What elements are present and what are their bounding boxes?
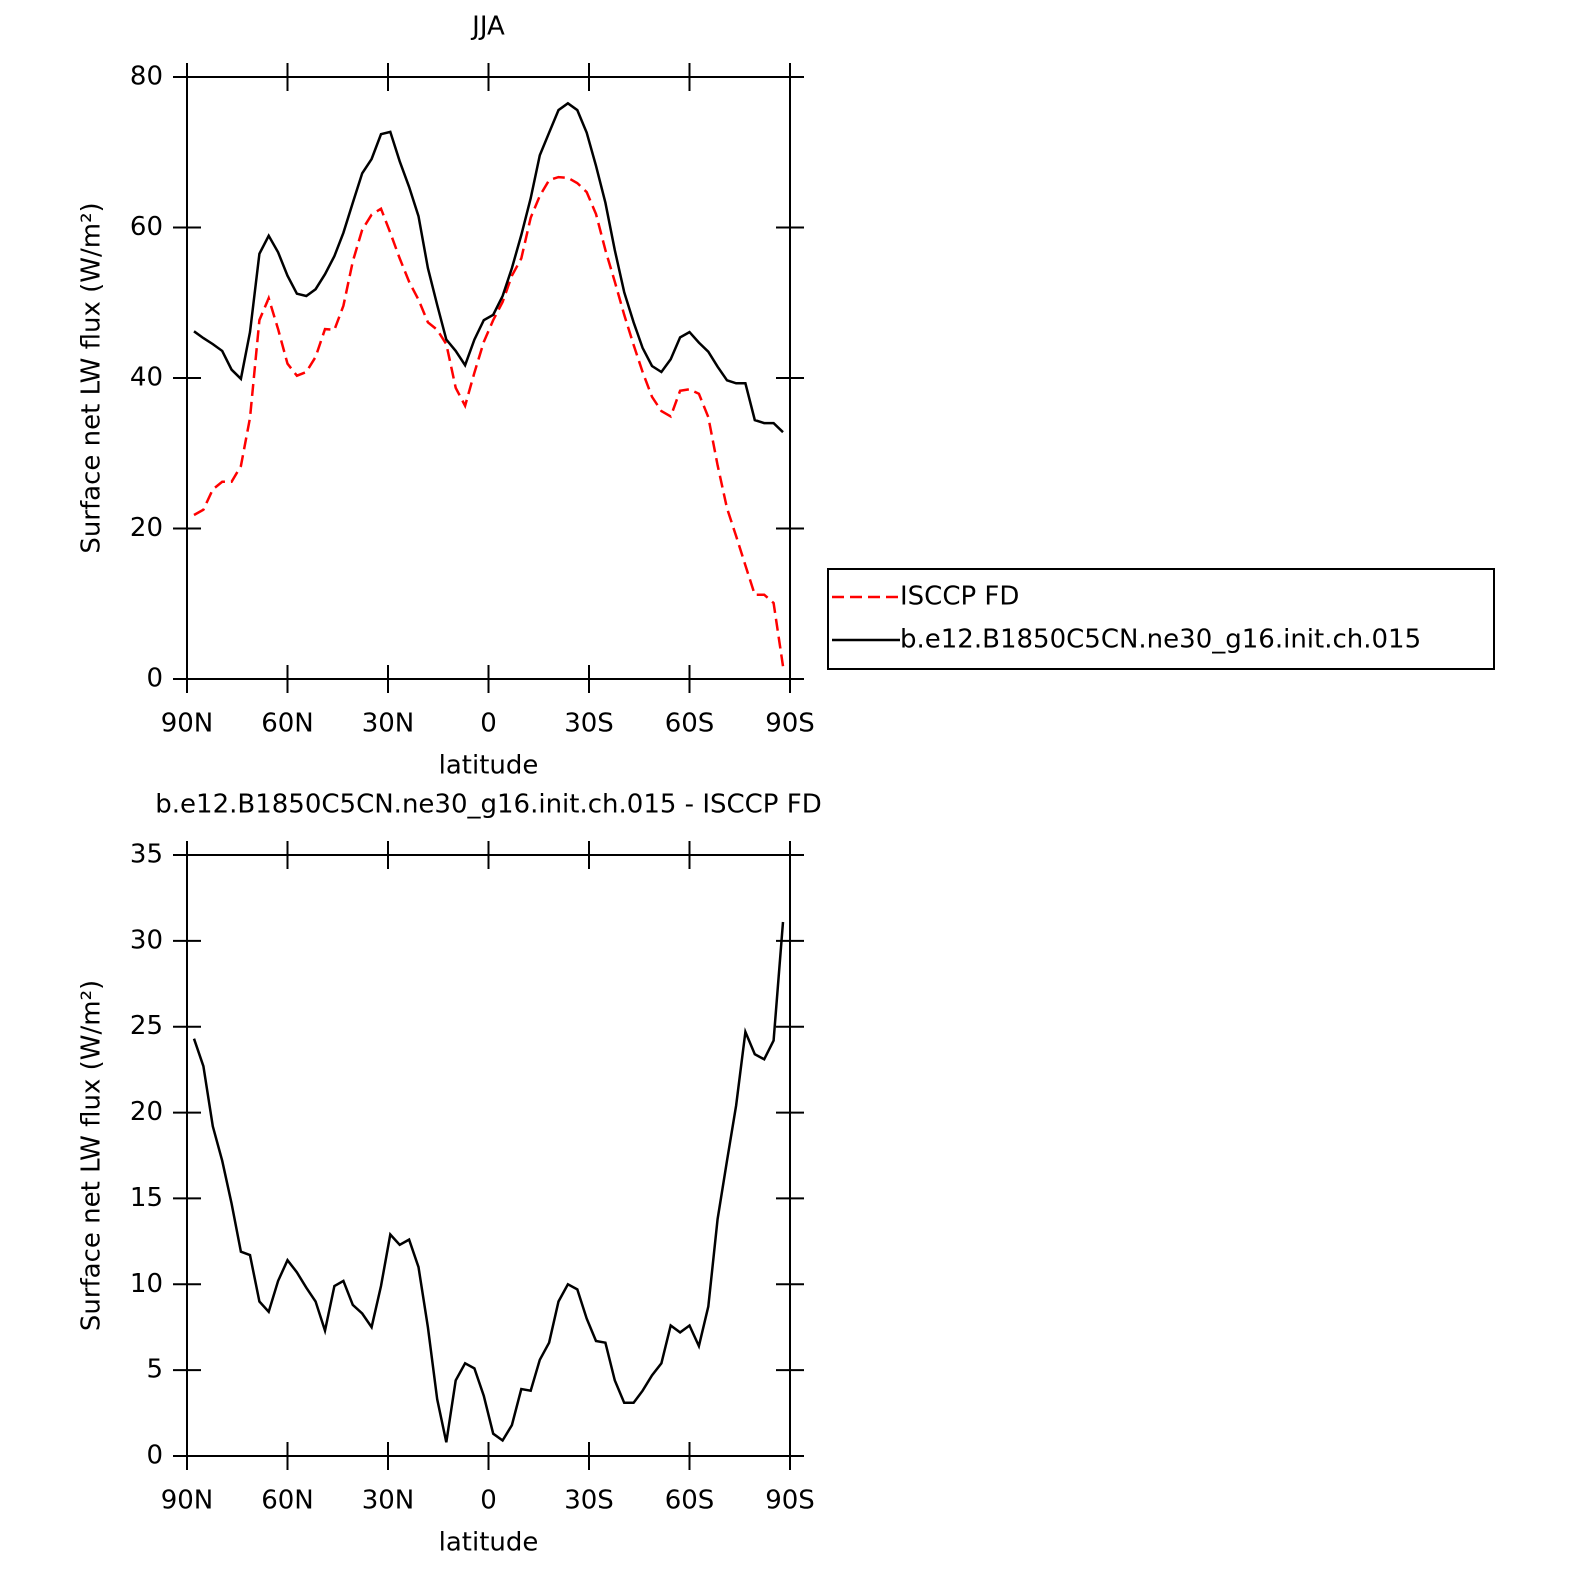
x-tick-label: 30S <box>564 1486 614 1516</box>
x-tick-label: 90S <box>765 709 815 739</box>
y-tick-label: 15 <box>130 1183 163 1213</box>
x-tick-label: 0 <box>480 709 497 739</box>
chart-title: JJA <box>470 12 505 42</box>
plot-frame <box>186 854 791 1457</box>
chart-title: b.e12.B1850C5CN.ne30_g16.init.ch.015 - I… <box>155 790 821 820</box>
x-axis-label: latitude <box>439 751 539 781</box>
x-tick-label: 90S <box>765 1486 815 1516</box>
x-tick-label: 30N <box>362 709 415 739</box>
x-tick-label: 0 <box>480 1486 497 1516</box>
y-tick-label: 20 <box>130 1097 163 1127</box>
y-tick-label: 0 <box>146 1441 163 1471</box>
x-tick-label: 90N <box>161 1486 214 1516</box>
y-tick-label: 60 <box>130 212 163 242</box>
y-tick-label: 80 <box>130 62 163 92</box>
plot-frame <box>186 76 791 680</box>
x-axis-label: latitude <box>439 1528 539 1558</box>
y-tick-label: 40 <box>130 363 163 393</box>
x-tick-label: 30S <box>564 709 614 739</box>
y-tick-label: 25 <box>130 1011 163 1041</box>
y-tick-label: 10 <box>130 1269 163 1299</box>
y-tick-label: 30 <box>130 925 163 955</box>
legend-label: b.e12.B1850C5CN.ne30_g16.init.ch.015 <box>900 625 1421 655</box>
x-tick-label: 60S <box>665 709 715 739</box>
data-line <box>193 101 784 434</box>
data-line <box>192 921 785 1443</box>
data-line <box>193 175 785 667</box>
y-tick-label: 20 <box>130 513 163 543</box>
legend-label: ISCCP FD <box>900 582 1019 612</box>
legend-box <box>827 568 1495 670</box>
x-tick-label: 60N <box>261 709 314 739</box>
x-tick-label: 60N <box>261 1486 314 1516</box>
y-axis-label: Surface net LW flux (W/m²) <box>77 980 107 1331</box>
y-tick-label: 35 <box>130 840 163 870</box>
y-tick-label: 5 <box>146 1355 163 1385</box>
x-tick-label: 30N <box>362 1486 415 1516</box>
x-tick-label: 90N <box>161 709 214 739</box>
x-tick-label: 60S <box>665 1486 715 1516</box>
y-tick-label: 0 <box>146 664 163 694</box>
y-axis-label: Surface net LW flux (W/m²) <box>77 202 107 553</box>
